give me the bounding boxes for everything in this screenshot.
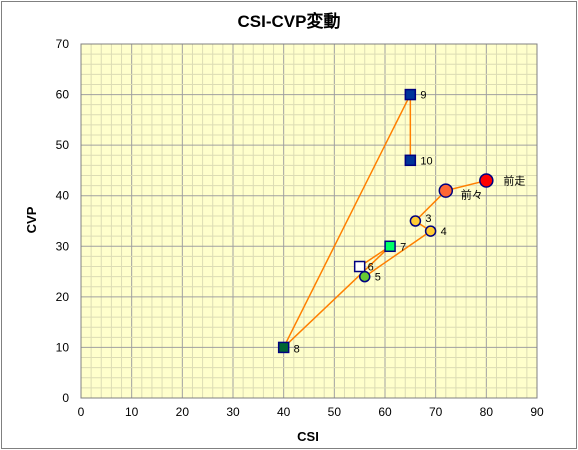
x-tick-label: 90: [530, 405, 544, 419]
data-point-label: 9: [420, 90, 426, 102]
data-point-label: 10: [420, 155, 432, 167]
x-tick-label: 70: [429, 405, 443, 419]
series-segment: [283, 245, 391, 348]
x-tick-label: 80: [480, 405, 494, 419]
data-point: [479, 173, 494, 188]
data-point-label: 5: [375, 272, 381, 284]
chart-title: CSI-CVP変動: [238, 11, 341, 31]
plot-area: [81, 44, 537, 398]
series-markers: [277, 88, 494, 354]
y-tick-label: 40: [56, 189, 70, 203]
data-point-label: 8: [294, 343, 300, 355]
x-tick-label: 30: [226, 405, 240, 419]
data-point-label: 4: [441, 226, 447, 238]
data-point: [438, 183, 454, 198]
x-tick-label: 20: [176, 405, 190, 419]
x-tick-label: 60: [378, 405, 392, 419]
data-point: [384, 240, 396, 253]
y-tick-label: 70: [56, 37, 70, 51]
data-point: [409, 215, 422, 227]
y-tick-label: 30: [56, 239, 70, 253]
data-point-label: 7: [400, 241, 406, 253]
data-point-label: 3: [425, 213, 431, 225]
data-point-label: 前走: [503, 174, 525, 188]
y-axis-title: CVP: [24, 206, 39, 233]
data-point: [404, 154, 417, 167]
y-tick-label: 50: [56, 138, 70, 152]
data-point-label: 6: [368, 262, 374, 274]
series-segment: [282, 94, 412, 348]
data-point: [424, 225, 437, 237]
y-tick-label: 0: [62, 391, 69, 405]
y-tick-label: 20: [56, 290, 70, 304]
series-segment: [364, 230, 432, 278]
x-axis-title: CSI: [297, 429, 319, 444]
y-axis-ticks: 0 10 20 30 40 50 60 70: [56, 37, 70, 405]
plot-border: [80, 43, 538, 399]
x-tick-label: 40: [277, 405, 291, 419]
data-point: [353, 260, 366, 273]
x-tick-label: 50: [328, 405, 342, 419]
data-point-label: 前々: [461, 188, 483, 202]
y-tick-label: 60: [56, 88, 70, 102]
data-point: [404, 88, 417, 101]
x-tick-label: 0: [78, 405, 85, 419]
y-tick-label: 10: [56, 340, 70, 354]
x-tick-label: 10: [125, 405, 139, 419]
data-point: [277, 341, 290, 354]
x-axis-ticks: 0 10 20 30 40 50 60 70 80 90: [78, 405, 544, 419]
